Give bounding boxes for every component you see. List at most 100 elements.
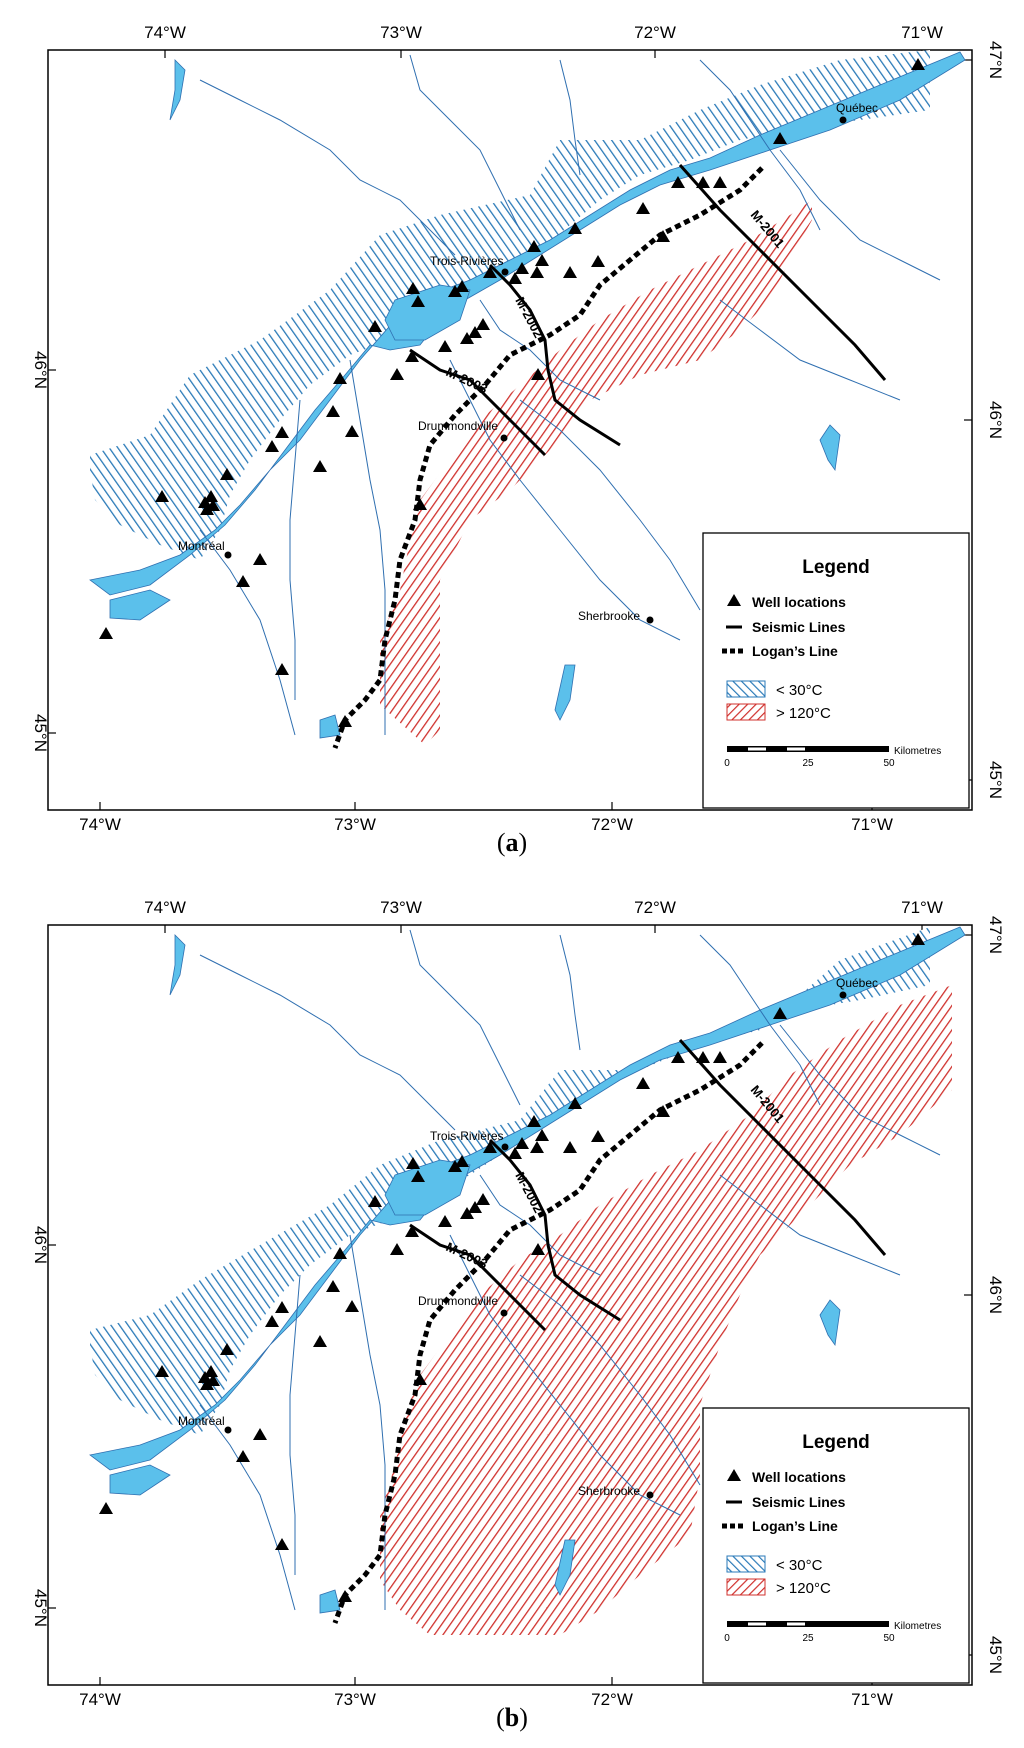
legend-logan-label: Logan’s Line [752,643,838,659]
well-triangle-icon [275,663,289,675]
well-triangle-icon [636,1077,650,1089]
lat-label-right: 45°N [986,1636,1005,1674]
city-label-trois-rivieres: Trois-Rivières [430,254,504,268]
hot-swatch [726,1578,766,1596]
legend-seismic-label: Seismic Lines [752,1494,846,1510]
city-dot-icon [646,616,654,624]
well-triangle-icon [345,1300,359,1312]
well-triangle-icon [563,266,577,278]
well-triangle-icon [531,1243,545,1255]
well-triangle-icon [568,222,582,234]
well-triangle-icon [476,1193,490,1205]
lon-label-bottom: 73°W [334,815,376,834]
well-triangle-icon [455,280,469,292]
lat-label-left: 45°N [31,1589,50,1627]
seismic-line-m2003 [409,1223,547,1332]
map-panel-b: 74°W 73°W 72°W 71°W 74°W 73°W 72°W 71°W … [31,898,1005,1709]
city-label-drummondville: Drummondville [418,1294,498,1308]
hot-swatch [726,703,766,721]
lat-label-right: 46°N [986,1276,1005,1314]
lon-label-bottom: 74°W [79,1690,121,1709]
scale-tick-25: 25 [802,1633,814,1644]
lon-label-bottom: 72°W [591,815,633,834]
well-triangle-icon [265,440,279,452]
well-triangle-icon [275,1301,289,1313]
seismic-line-m2001 [678,1039,887,1256]
lon-label-top: 73°W [380,898,422,917]
scale-tick-25: 25 [802,758,814,769]
well-triangle-icon [515,1137,529,1149]
legend-hot-label: > 120°C [776,705,831,722]
well-triangle-icon [338,1590,352,1602]
well-triangle-icon [413,498,427,510]
well-triangle-icon [313,460,327,472]
lon-label-top: 72°W [634,23,676,42]
well-triangle-icon [483,1141,497,1153]
legend-wells-label: Well locations [752,594,846,610]
well-triangle-icon [200,503,214,515]
well-triangle-icon [530,266,544,278]
well-triangle-icon [200,1378,214,1390]
well-triangle-icon [204,1365,218,1377]
city-markers: Québec Trois-Rivières Drummondville Mont… [178,976,878,1499]
rivers [199,54,941,736]
seismic-line-m2003 [409,348,547,457]
well-triangle-icon [198,1371,212,1383]
seismic-line-m2002 [488,263,621,447]
well-triangle-icon [236,575,250,587]
well-triangle-icon [911,933,925,945]
lat-label-right: 45°N [986,761,1005,799]
lon-label-bottom: 74°W [79,815,121,834]
well-triangle-icon [455,1155,469,1167]
scale-tick-50: 50 [883,1633,895,1644]
lake-saint-pierre [384,1159,471,1216]
lon-label-top: 71°W [901,898,943,917]
legend-wells-label: Well locations [752,1469,846,1485]
well-triangle-icon [390,1243,404,1255]
legend-box [702,532,970,809]
cold-swatch [726,1555,766,1573]
hot-zone [380,985,952,1635]
well-triangle-icon [460,1207,474,1219]
well-triangle-icon [535,254,549,266]
scale-unit: Kilometres [894,746,941,757]
well-triangle-icon [515,262,529,274]
city-dot-icon [501,1143,509,1151]
well-triangle-icon [313,1335,327,1347]
lon-label-top: 73°W [380,23,422,42]
well-triangle-icon [405,350,419,362]
well-triangle-icon [265,1315,279,1327]
city-dot-icon [500,1309,508,1317]
city-label-montreal: Montréal [178,1414,225,1428]
panel-caption-label: b [504,1703,520,1732]
legend: Legend Well locations Seismic Lines Loga… [702,1407,970,1684]
lake-saint-pierre [384,284,471,341]
scale-tick-50: 50 [883,758,895,769]
city-label-drummondville: Drummondville [418,419,498,433]
seismic-line-m2001 [678,164,887,381]
well-triangle-icon [413,1373,427,1385]
city-dot-icon [501,268,509,276]
well-triangle-icon [99,627,113,639]
well-triangle-icon [468,326,482,338]
well-triangle-icon [476,318,490,330]
well-triangle-icon [204,490,218,502]
city-dot-icon [839,991,847,999]
legend-seismic-label: Seismic Lines [752,619,846,635]
well-triangle-icon [236,1450,250,1462]
well-triangle-icon [155,490,169,502]
legend-title: Legend [802,557,870,578]
well-triangle-icon [527,1115,541,1127]
lat-label-right: 47°N [986,41,1005,79]
well-triangle-icon [338,715,352,727]
lat-label-left: 46°N [31,351,50,389]
cold-swatch [726,680,766,698]
well-triangle-icon [727,1469,741,1481]
legend-title: Legend [802,1432,870,1453]
lat-label-left: 45°N [31,714,50,752]
panel-caption-label: a [505,828,519,857]
well-triangle-icon [438,1215,452,1227]
well-triangle-icon [406,1157,420,1169]
panel-caption-a: (a) [496,828,528,857]
well-triangle-icon [671,1051,685,1063]
